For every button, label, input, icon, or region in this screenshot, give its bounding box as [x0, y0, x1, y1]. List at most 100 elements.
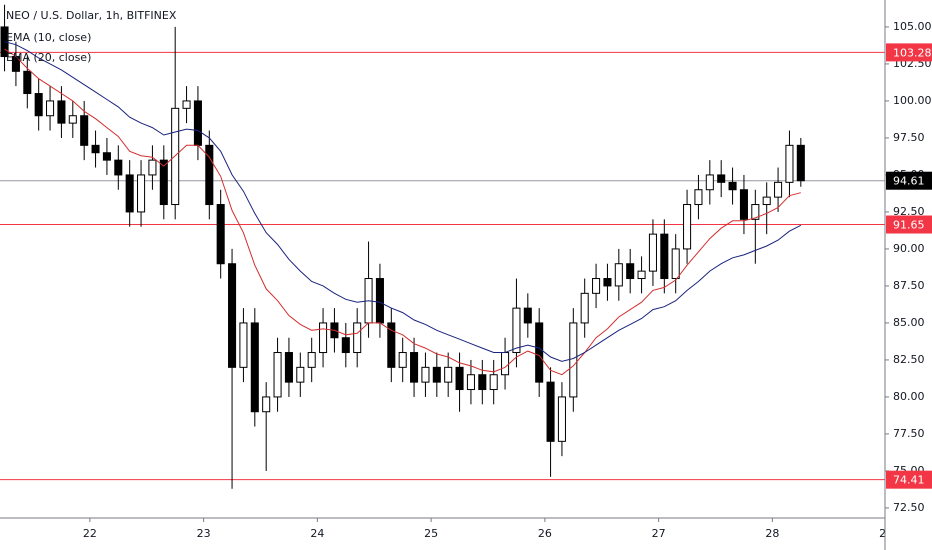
candle-body — [592, 278, 601, 294]
candle-body — [694, 189, 703, 206]
candle-body — [228, 263, 237, 368]
candle-body — [319, 322, 328, 354]
price-label-box — [886, 215, 932, 234]
candle-body — [239, 322, 248, 368]
candle-body — [353, 322, 362, 354]
candle-body — [455, 366, 464, 391]
candle-body — [307, 352, 316, 368]
y-tick-label: 72.50 — [893, 501, 925, 514]
candle-body — [57, 100, 66, 124]
candle-body — [80, 115, 89, 146]
candle-body — [46, 100, 55, 117]
candle-body — [114, 159, 123, 176]
candle-body — [296, 366, 305, 383]
y-tick-label: 92.50 — [893, 205, 925, 218]
candle-body — [375, 278, 384, 324]
candle-body — [728, 181, 737, 191]
candle-body — [159, 159, 168, 206]
ema-line — [4, 41, 802, 362]
candle-body — [774, 181, 783, 198]
legend-entry: EMA (10, close) — [6, 31, 91, 44]
candle-body — [546, 381, 555, 442]
price-label: 94.61 — [893, 175, 925, 188]
y-tick-label: 82.50 — [893, 353, 925, 366]
candle-body — [648, 233, 657, 272]
price-label-box — [886, 43, 932, 62]
candle-body — [569, 322, 578, 398]
y-tick-label: 105.00 — [893, 20, 932, 33]
candle-body — [705, 174, 714, 191]
candle-body — [683, 204, 692, 250]
candle-body — [250, 322, 259, 413]
candle-body — [626, 263, 635, 280]
candle-body — [671, 248, 680, 280]
candle-body — [34, 93, 43, 117]
price-label: 103.28 — [893, 46, 932, 59]
candle-body — [284, 352, 293, 383]
candle-body — [137, 174, 146, 213]
y-tick-label: 87.50 — [893, 279, 925, 292]
candle-body — [387, 322, 396, 368]
candle-body — [739, 189, 748, 220]
candle-body — [523, 307, 532, 324]
y-tick-label: 97.50 — [893, 131, 925, 144]
y-tick-label: 77.50 — [893, 427, 925, 440]
x-tick-label: 23 — [197, 527, 211, 540]
candle-body — [148, 159, 157, 176]
candle-body — [478, 374, 487, 391]
x-tick-label: 24 — [310, 527, 324, 540]
candle-body — [501, 352, 510, 376]
candle-body — [580, 292, 589, 324]
price-label: 91.65 — [893, 219, 925, 232]
chart-title: NEO / U.S. Dollar, 1h, BITFINEX — [6, 9, 177, 22]
candle-body — [603, 278, 612, 287]
candle-body — [432, 366, 441, 383]
price-axis-panel — [885, 0, 932, 550]
x-tick-label: 27 — [652, 527, 666, 540]
candle-body — [341, 337, 350, 354]
candle-body — [102, 152, 111, 161]
candle-body — [466, 374, 475, 391]
candle-body — [489, 374, 498, 391]
candle-body — [182, 100, 191, 109]
price-label-box — [886, 171, 932, 190]
candle-body — [68, 115, 77, 124]
y-tick-label: 100.00 — [893, 94, 932, 107]
candle-body — [91, 144, 100, 154]
y-tick-label: 80.00 — [893, 390, 925, 403]
candle-body — [796, 144, 805, 182]
candle-body — [535, 322, 544, 383]
candle-body — [193, 100, 202, 146]
candle-body — [614, 263, 623, 287]
candle-body — [23, 70, 32, 95]
price-label-box — [886, 470, 932, 489]
candle-body — [512, 307, 521, 354]
x-tick-label: 25 — [424, 527, 438, 540]
x-tick-label: 22 — [83, 527, 97, 540]
y-tick-label: 85.00 — [893, 316, 925, 329]
price-label: 74.41 — [893, 474, 925, 487]
candle-body — [410, 352, 419, 383]
x-tick-label: 28 — [765, 527, 779, 540]
candle-body — [762, 196, 771, 206]
x-tick-label: 26 — [538, 527, 552, 540]
candle-body — [660, 233, 669, 280]
candle-body — [205, 144, 214, 206]
candle-body — [262, 396, 271, 413]
candle-body — [125, 174, 134, 213]
candle-body — [444, 366, 453, 383]
ema-line — [4, 48, 801, 376]
candle-body — [717, 174, 726, 183]
candle-body — [398, 352, 407, 368]
candle-body — [557, 396, 566, 442]
candle-body — [785, 144, 794, 183]
candle-body — [751, 204, 760, 220]
candle-body — [0, 26, 9, 58]
y-tick-label: 90.00 — [893, 242, 925, 255]
legend-entry: EMA (20, close) — [6, 51, 91, 64]
candle-body — [421, 366, 430, 383]
candle-body — [216, 204, 225, 265]
candle-body — [637, 270, 646, 280]
candle-body — [171, 107, 180, 206]
